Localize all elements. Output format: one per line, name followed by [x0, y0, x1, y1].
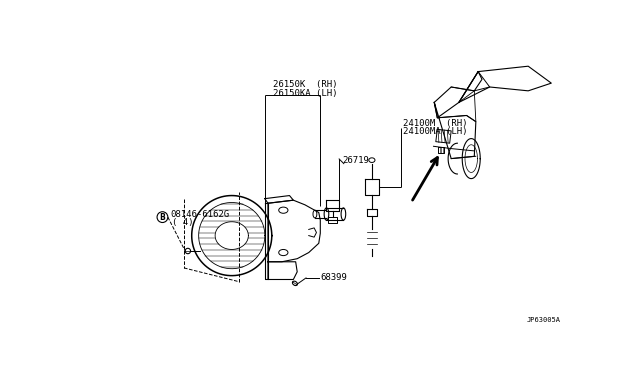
Text: 26719: 26719: [342, 155, 369, 165]
Text: 68399: 68399: [321, 273, 348, 282]
Text: B: B: [159, 213, 165, 222]
Text: 24100MA (LH): 24100MA (LH): [403, 127, 468, 136]
Text: 26150KA (LH): 26150KA (LH): [273, 89, 337, 97]
Text: ( 4): ( 4): [172, 218, 194, 227]
Text: JP63005A: JP63005A: [527, 317, 561, 323]
Text: 24100M  (RH): 24100M (RH): [403, 119, 468, 128]
Text: 08146-6162G: 08146-6162G: [170, 209, 229, 218]
Text: 26150K  (RH): 26150K (RH): [273, 80, 337, 89]
